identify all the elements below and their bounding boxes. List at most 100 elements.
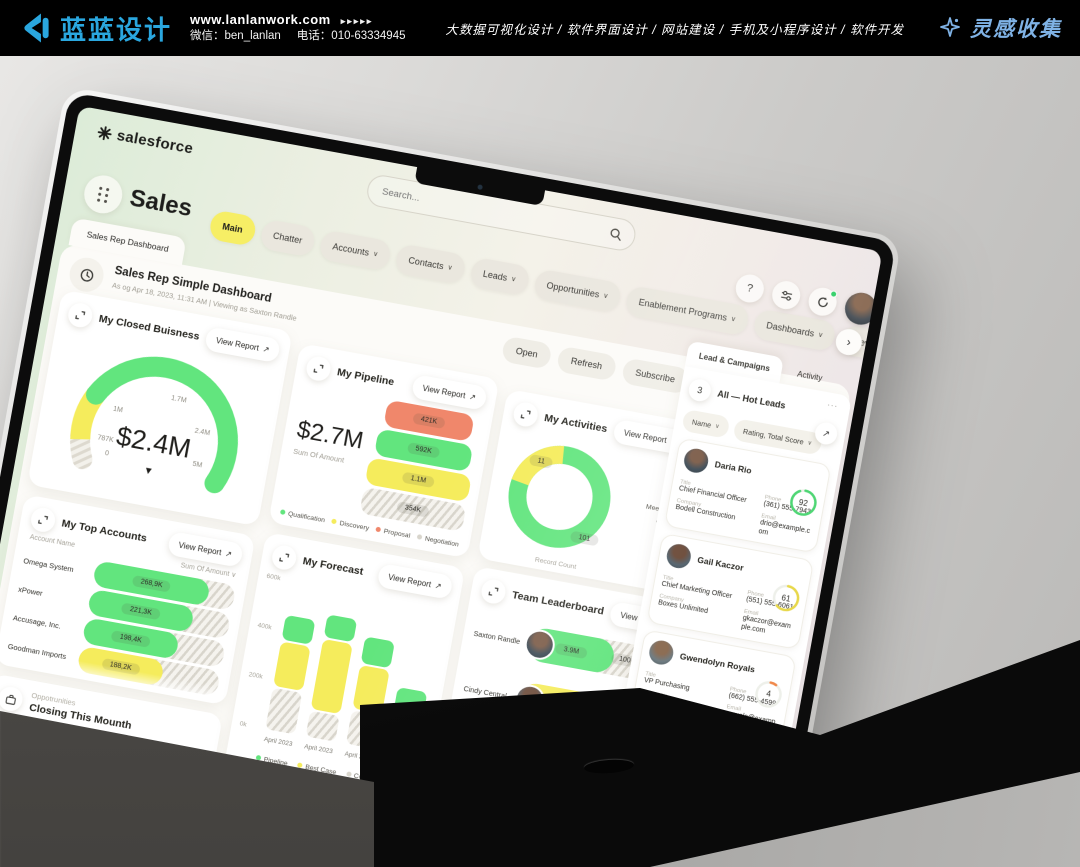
laptop-mockup: salesforce ? bbox=[0, 86, 903, 867]
x-label: April 2023 bbox=[263, 735, 293, 749]
tab-enablement-programs[interactable]: Enablement Programs ∨ bbox=[624, 284, 751, 337]
open-button[interactable]: Open bbox=[500, 335, 553, 370]
lead-name: Gwendolyn Royals bbox=[679, 650, 756, 674]
expand-button[interactable] bbox=[66, 301, 95, 330]
card-title: My Forecast bbox=[301, 555, 365, 578]
chevron-down-icon: ∨ bbox=[602, 292, 609, 301]
caret-down-icon: ▼ bbox=[143, 465, 155, 478]
clock-icon bbox=[80, 268, 93, 282]
expand-button[interactable] bbox=[304, 354, 333, 383]
expand-button[interactable] bbox=[29, 505, 58, 534]
bar-value: 268,9K bbox=[131, 574, 172, 593]
tab-contacts[interactable]: Contacts ∨ bbox=[394, 243, 468, 285]
card-leaderboard: Team Leaderboard View Report↗ Saxton Ran… bbox=[443, 566, 686, 779]
opportunities-icon-circle bbox=[0, 685, 25, 713]
card-forecast: My Forecast View Report ↗ 600k 400k 200k … bbox=[223, 532, 466, 803]
expand-button[interactable] bbox=[511, 400, 540, 429]
collect-badge[interactable]: 灵感收集 bbox=[938, 13, 1062, 43]
salesforce-star-icon bbox=[97, 126, 112, 141]
gauge-tick: 2.4M bbox=[194, 428, 211, 438]
refresh-button[interactable]: Refresh bbox=[555, 345, 618, 382]
refresh-icon bbox=[817, 296, 828, 307]
card-pipeline: My Pipeline View Report ↗ $2.7M Sum Of Am… bbox=[268, 343, 500, 559]
salesforce-logo: salesforce bbox=[96, 123, 195, 158]
lead-score: 61 bbox=[780, 593, 792, 604]
card-activities: My Activities View Report↗ 11 101 Meetin… bbox=[477, 388, 701, 594]
services-text: 大数据可视化设计 / 软件界面设计 / 网站建设 / 手机及小程序设计 / 软件… bbox=[445, 22, 904, 37]
sync-button[interactable] bbox=[806, 285, 839, 319]
expand-icon bbox=[520, 410, 531, 419]
view-report-button[interactable]: View Report↗ bbox=[376, 562, 454, 600]
promo-banner: 蓝蓝设计 www.lanlanwork.com ▸▸▸▸▸ 微信：ben_lanl… bbox=[0, 0, 1080, 56]
filter-name[interactable]: Name ∨ bbox=[681, 408, 731, 439]
arrows-decoration: ▸▸▸▸▸ bbox=[340, 16, 374, 27]
y-tick: 400k bbox=[257, 622, 273, 632]
expand-button[interactable] bbox=[479, 577, 508, 606]
view-report-button[interactable]: View Report↗ bbox=[166, 530, 244, 568]
lead-avatar bbox=[647, 638, 676, 667]
forecast-bar bbox=[265, 614, 316, 735]
lead-score-ring: 92 bbox=[786, 485, 821, 520]
arrow-up-right-icon: ↗ bbox=[224, 548, 233, 559]
chevron-down-icon: ∨ bbox=[714, 423, 721, 430]
expand-icon bbox=[75, 311, 86, 320]
lead-score-ring: 61 bbox=[769, 581, 804, 616]
app-launcher-button[interactable] bbox=[81, 172, 126, 217]
lead-avatar bbox=[682, 446, 711, 475]
help-button[interactable]: ? bbox=[733, 272, 767, 305]
card-title: Team Leaderboard bbox=[511, 589, 605, 618]
lead-card[interactable]: Gwendolyn Royals Title VP Purchasing Com… bbox=[629, 628, 797, 746]
tab-leads[interactable]: Leads ∨ bbox=[468, 256, 531, 297]
arrow-up-right-icon: ↗ bbox=[262, 343, 271, 355]
stage-value: 1.1M bbox=[401, 471, 435, 489]
gauge-tick: 1.7M bbox=[170, 395, 187, 405]
tab-accounts[interactable]: Accounts ∨ bbox=[318, 229, 393, 272]
x-label: April 2023 bbox=[303, 743, 334, 756]
tab-chatter[interactable]: Chatter bbox=[258, 218, 317, 258]
gauge-tick: 1M bbox=[112, 406, 123, 415]
tab-opportunities[interactable]: Opportunities ∨ bbox=[532, 268, 623, 314]
expand-button[interactable] bbox=[270, 543, 299, 572]
chevron-down-icon: ∨ bbox=[730, 315, 737, 324]
chevron-down-icon: ∨ bbox=[372, 250, 379, 259]
dashboard-screen: salesforce ? bbox=[0, 105, 883, 867]
stage-value: 592K bbox=[406, 442, 441, 459]
notification-dot bbox=[829, 290, 838, 299]
brand-name: 蓝蓝设计 bbox=[60, 14, 173, 45]
dashboard-body: Sales Rep Simple Dashboard As og Apr 18,… bbox=[0, 242, 852, 865]
gauge-tick: 5M bbox=[192, 461, 203, 470]
more-menu-icon[interactable]: ··· bbox=[826, 400, 839, 412]
leads-panel-card: ··· 3 All — Hot Leads ↗ Name ∨ Rating, To… bbox=[596, 366, 853, 867]
camera-dot bbox=[476, 183, 483, 190]
bar-value: 198,4K bbox=[111, 629, 151, 648]
app-title: Sales bbox=[127, 184, 195, 223]
salesforce-wordmark: salesforce bbox=[115, 127, 195, 158]
card-title: My Activities bbox=[543, 411, 609, 436]
dashboard-icon-circle bbox=[66, 254, 107, 295]
tab-main[interactable]: Main bbox=[207, 209, 258, 247]
website-link[interactable]: www.lanlanwork.com bbox=[190, 12, 331, 28]
collect-text: 灵感收集 bbox=[970, 18, 1062, 41]
search-bar[interactable] bbox=[364, 172, 638, 253]
chevron-down-icon: ∨ bbox=[817, 331, 824, 340]
arrow-up-right-icon: ↗ bbox=[468, 391, 477, 402]
pipeline-total: $2.7M Sum Of Amount bbox=[293, 416, 366, 467]
lead-card[interactable]: Daria Rio Title Chief Financial Officer … bbox=[663, 437, 832, 554]
lead-score: 4 bbox=[765, 689, 772, 699]
lanlan-logo-icon bbox=[24, 13, 49, 43]
laptop-bezel: salesforce ? bbox=[0, 91, 897, 867]
grid-dots-icon bbox=[96, 186, 110, 203]
briefcase-icon bbox=[5, 694, 16, 705]
settings-button[interactable] bbox=[769, 278, 803, 312]
phone-text: 电话：010-63334945 bbox=[296, 30, 406, 43]
leads-count-badge: 3 bbox=[687, 377, 713, 404]
gauge-tick: 0 bbox=[104, 450, 109, 458]
lead-card[interactable]: Gail Kaczor Title Chief Marketing Office… bbox=[646, 533, 815, 650]
lanlan-brand: 蓝蓝设计 bbox=[18, 10, 172, 47]
user-avatar[interactable] bbox=[842, 290, 880, 328]
sliders-icon bbox=[780, 290, 792, 301]
help-icon: ? bbox=[745, 282, 754, 295]
search-icon[interactable] bbox=[608, 226, 623, 241]
leads-panel: Lead & Campaigns Activity ··· 3 All — Ho… bbox=[596, 340, 857, 867]
